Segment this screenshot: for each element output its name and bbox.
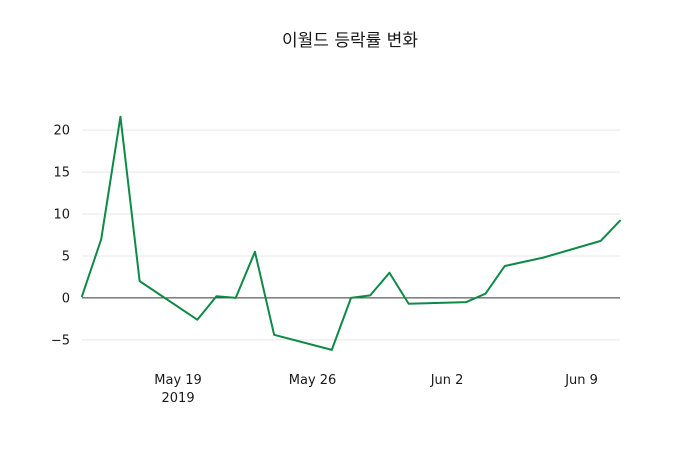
chart-title: 이월드 등락률 변화 [282, 31, 418, 51]
y-tick-label: 5 [62, 249, 70, 264]
x-tick-sublabel: 2019 [162, 391, 195, 406]
x-tick-label: May 19 [154, 373, 202, 388]
series-line [81, 115, 621, 351]
y-tick-label: 10 [53, 208, 70, 223]
y-tick-label: −5 [51, 333, 70, 348]
x-tick-label: Jun 9 [564, 373, 598, 388]
x-tick-label: Jun 2 [430, 373, 464, 388]
x-tick-label: May 26 [289, 373, 337, 388]
y-tick-label: 0 [62, 291, 70, 306]
y-tick-label: 20 [53, 124, 70, 139]
y-tick-label: 15 [53, 166, 70, 181]
